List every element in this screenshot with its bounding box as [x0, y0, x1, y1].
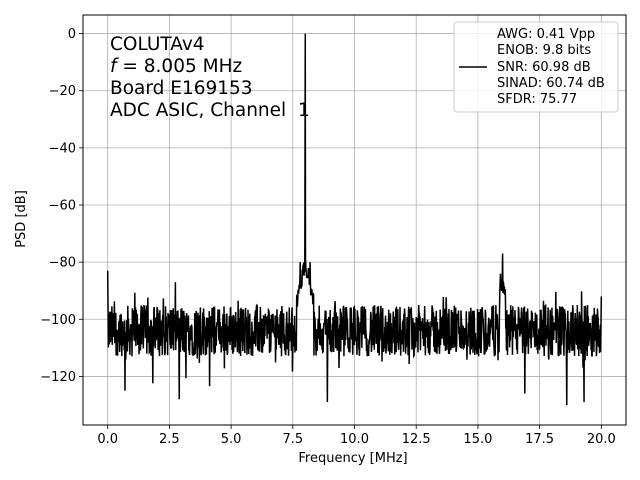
y-tick-label: −80: [49, 256, 76, 271]
grid-lines: [83, 15, 626, 425]
legend-box: [453, 21, 619, 113]
x-tick-label: 10.0: [340, 432, 369, 447]
legend-entry-enob: ENOB: 9.8 bits: [497, 43, 591, 58]
y-axis-label: PSD [dB]: [14, 190, 29, 248]
legend: AWG: 0.41 Vpp ENOB: 9.8 bits SNR: 60.98 …: [453, 21, 619, 113]
annotation-frequency-value: = 8.005 MHz: [117, 56, 243, 77]
annotation-frequency-symbol: f: [110, 56, 119, 77]
x-tick-label: 17.5: [525, 432, 554, 447]
axis-ticks: 0.0 2.5 5.0 7.5 10.0 12.5 15.0 17.5 20.0 0 −20 −40 −…: [40, 27, 616, 447]
y-tick-label: 0: [68, 27, 76, 42]
annotation-line-3: Board E169153: [110, 78, 253, 99]
legend-entry-sfdr: SFDR: 75.77: [497, 92, 577, 107]
legend-entry-awg: AWG: 0.41 Vpp: [497, 27, 595, 42]
y-tick-label: −120: [40, 370, 76, 385]
x-tick-label: 15.0: [463, 432, 492, 447]
x-tick-label: 20.0: [587, 432, 616, 447]
chart-annotation: COLUTAv4 f = 8.005 MHz Board E169153 ADC…: [110, 34, 310, 121]
x-axis-label: Frequency [MHz]: [298, 451, 407, 466]
legend-entry-sinad: SINAD: 60.74 dB: [497, 76, 605, 91]
legend-entry-snr: SNR: 60.98 dB: [497, 60, 591, 75]
y-tick-label: −20: [49, 84, 76, 99]
x-tick-label: 0.0: [97, 432, 118, 447]
x-tick-label: 2.5: [159, 432, 180, 447]
annotation-line-1: COLUTAv4: [110, 34, 205, 55]
psd-line: [106, 33, 603, 406]
annotation-line-4: ADC ASIC, Channel 1: [110, 100, 310, 121]
x-tick-label: 5.0: [221, 432, 242, 447]
psd-series: [106, 33, 603, 406]
y-tick-label: −100: [40, 313, 76, 328]
y-tick-label: −60: [49, 199, 76, 214]
y-tick-label: −40: [49, 141, 76, 156]
x-tick-label: 7.5: [282, 432, 303, 447]
x-tick-label: 12.5: [402, 432, 431, 447]
annotation-line-2: f = 8.005 MHz: [110, 56, 242, 77]
